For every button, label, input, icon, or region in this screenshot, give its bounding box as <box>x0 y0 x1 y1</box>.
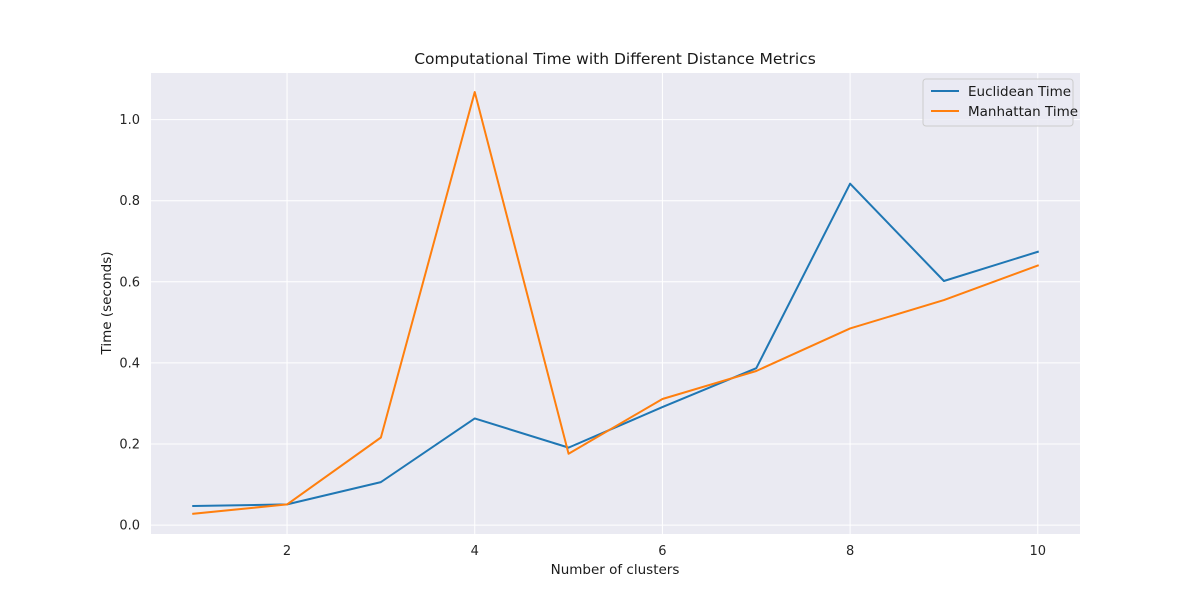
y-axis-label: Time (seconds) <box>99 251 115 355</box>
chart-title: Computational Time with Different Distan… <box>414 50 816 68</box>
y-tick-label: 0.4 <box>119 356 140 371</box>
x-tick-label: 10 <box>1029 544 1046 559</box>
x-tick-label: 4 <box>471 544 479 559</box>
y-tick-label: 0.8 <box>119 194 140 209</box>
x-tick-label: 6 <box>658 544 666 559</box>
series-lines <box>192 91 1040 515</box>
y-tick-label: 0.6 <box>119 275 140 290</box>
series-line-manhattan <box>192 91 1040 515</box>
x-tick-label: 8 <box>846 544 854 559</box>
tick-labels: 0.0 0.2 0.4 0.6 0.8 1.0 2 4 6 8 10 <box>119 113 1046 559</box>
legend-label-manhattan: Manhattan Time <box>968 104 1078 120</box>
y-tick-label: 0.2 <box>119 437 140 452</box>
x-tick-label: 2 <box>283 544 291 559</box>
x-axis-label: Number of clusters <box>551 562 680 578</box>
legend-label-euclidean: Euclidean Time <box>968 84 1071 100</box>
y-tick-label: 1.0 <box>119 113 140 128</box>
y-tick-label: 0.0 <box>119 519 140 534</box>
legend: Euclidean Time Manhattan Time <box>922 78 1078 127</box>
legend-box <box>922 78 1074 127</box>
plot-area <box>151 73 1080 534</box>
grid-lines <box>151 73 1080 534</box>
